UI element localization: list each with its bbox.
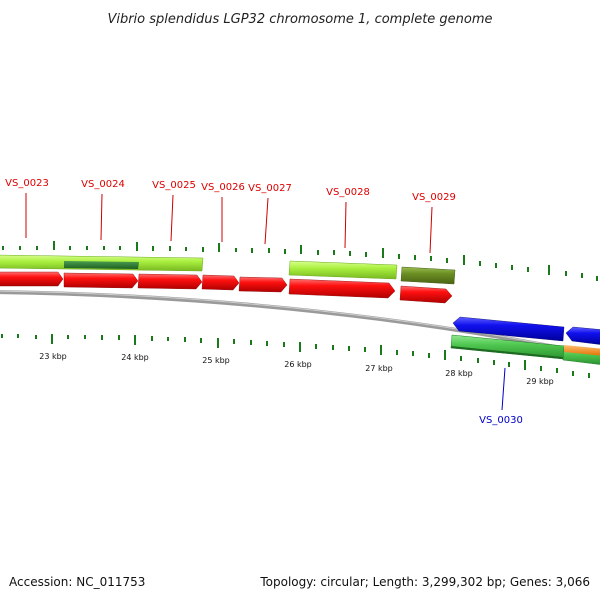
lower-feature-track — [450, 334, 600, 365]
leader-VS_0030 — [501, 367, 506, 411]
cds-arrow-reverse[interactable] — [565, 326, 600, 345]
gene-label-VS_0029[interactable]: VS_0029 — [412, 192, 456, 203]
gene-label-VS_0030[interactable]: VS_0030 — [479, 415, 523, 426]
feature-block-dark-green[interactable] — [451, 346, 563, 359]
cds-arrow-VS_0027[interactable] — [238, 276, 288, 293]
leader-VS_0024 — [100, 193, 103, 241]
cds-arrow-VS_0028[interactable] — [288, 278, 396, 299]
chromosome-backbone-highlight — [0, 290, 600, 356]
cds-arrow-VS_0024[interactable] — [63, 272, 139, 289]
genome-summary-text: Topology: circular; Length: 3,299,302 bp… — [259, 575, 590, 589]
kbp-label-24: 24 kbp — [121, 353, 149, 362]
cds-arrow-VS_0023[interactable] — [0, 271, 64, 287]
kbp-label-26: 26 kbp — [284, 360, 312, 369]
gene-label-VS_0023[interactable]: VS_0023 — [5, 178, 49, 189]
cds-arrow-VS_0030[interactable] — [452, 316, 565, 342]
leader-VS_0027 — [264, 197, 269, 245]
kbp-label-27: 27 kbp — [365, 364, 393, 373]
feature-block-olive[interactable] — [400, 266, 456, 285]
feature-block-orange[interactable] — [564, 345, 600, 356]
kbp-label-28: 28 kbp — [445, 369, 473, 378]
kbp-label-25: 25 kbp — [202, 356, 230, 365]
upper-feature-track — [0, 254, 456, 285]
kbp-label-29: 29 kbp — [526, 377, 554, 386]
outer-tick-ring — [2, 241, 598, 281]
feature-block-dark-green[interactable] — [64, 261, 139, 269]
forward-cds-track — [0, 271, 453, 304]
leader-VS_0029 — [429, 206, 433, 254]
cds-arrow-VS_0025[interactable] — [137, 273, 203, 290]
gene-label-VS_0025[interactable]: VS_0025 — [152, 180, 196, 191]
gene-label-VS_0027[interactable]: VS_0027 — [248, 183, 292, 194]
gene-label-VS_0026[interactable]: VS_0026 — [201, 182, 245, 193]
gene-labels: VS_0023 VS_0024 VS_0025 VS_0026 VS_0027 … — [5, 178, 523, 426]
leader-VS_0028 — [344, 201, 347, 249]
gene-label-VS_0024[interactable]: VS_0024 — [81, 179, 125, 190]
map-title: Vibrio splendidus LGP32 chromosome 1, co… — [107, 12, 492, 27]
feature-block-light-green[interactable] — [288, 260, 398, 280]
cds-arrow-VS_0029[interactable] — [399, 285, 453, 304]
gene-label-VS_0028[interactable]: VS_0028 — [326, 187, 370, 198]
cds-arrow-VS_0026[interactable] — [201, 274, 240, 291]
accession-text: Accession: NC_011753 — [9, 575, 145, 589]
leader-VS_0025 — [170, 194, 174, 242]
reverse-cds-track — [452, 316, 600, 345]
inner-tick-ring — [1, 334, 590, 378]
label-leaders — [25, 193, 506, 411]
kbp-label-23: 23 kbp — [39, 352, 67, 361]
